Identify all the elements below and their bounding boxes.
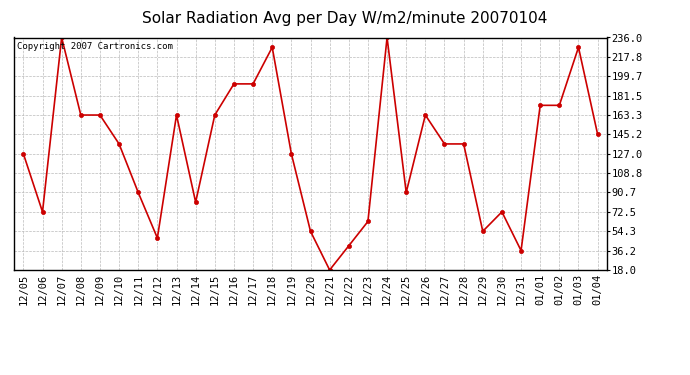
Text: Copyright 2007 Cartronics.com: Copyright 2007 Cartronics.com [17, 42, 172, 51]
Text: Solar Radiation Avg per Day W/m2/minute 20070104: Solar Radiation Avg per Day W/m2/minute … [142, 11, 548, 26]
